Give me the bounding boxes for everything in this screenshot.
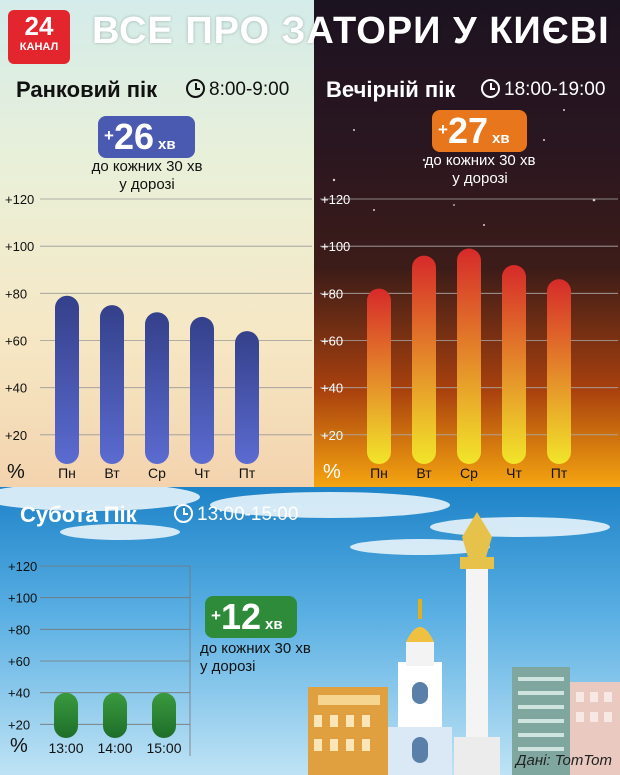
saturday-note-line2: у дорозі xyxy=(200,658,256,675)
morning-y-tick-label: +100 xyxy=(5,239,34,254)
evening-bar xyxy=(502,265,526,464)
saturday-bar xyxy=(152,692,176,738)
evening-y-axis-label: % xyxy=(323,461,341,483)
morning-bar xyxy=(235,331,259,464)
saturday-y-tick-label: +80 xyxy=(8,622,30,637)
morning-bar xyxy=(100,305,124,464)
morning-y-tick-label: +40 xyxy=(5,381,27,396)
saturday-badge: +12 хв xyxy=(205,596,297,638)
morning-badge: +26 хв xyxy=(98,116,195,158)
evening-x-tick-label: Чт xyxy=(506,465,522,481)
evening-bar xyxy=(547,279,571,464)
saturday-y-axis-label: % xyxy=(10,735,28,757)
morning-x-tick-label: Пн xyxy=(58,465,76,481)
morning-note-line1: до кожних 30 хв xyxy=(91,158,203,175)
saturday-bar xyxy=(103,692,127,738)
morning-bar xyxy=(55,295,79,464)
evening-y-tick-label: +100 xyxy=(321,239,350,254)
morning-y-tick-label: +80 xyxy=(5,286,27,301)
morning-note: до кожних 30 хв у дорозі xyxy=(82,158,212,194)
evening-y-tick-label: +20 xyxy=(321,428,343,443)
evening-x-tick-label: Пт xyxy=(551,465,568,481)
saturday-y-tick-label: +20 xyxy=(8,717,30,732)
morning-x-tick-label: Пт xyxy=(239,465,256,481)
evening-note-line2: у дорозі xyxy=(452,170,508,187)
saturday-badge-value: 12 xyxy=(220,596,261,637)
logo: 24 КАНАЛ xyxy=(8,10,70,64)
page-title: ВСЕ ПРО ЗАТОРИ У КИЄВІ xyxy=(92,10,610,52)
morning-x-tick-label: Чт xyxy=(194,465,210,481)
morning-y-tick-label: +60 xyxy=(5,334,27,349)
morning-y-axis-label: % xyxy=(7,461,25,483)
evening-x-tick-label: Ср xyxy=(460,465,478,481)
evening-time-text: 18:00-19:00 xyxy=(504,79,606,100)
morning-y-tick-label: +20 xyxy=(5,428,27,443)
saturday-time: 13:00-15:00 xyxy=(174,504,298,526)
morning-y-tick-label: +120 xyxy=(5,192,34,207)
morning-label: Ранковий пік xyxy=(16,77,158,102)
morning-bar xyxy=(190,316,214,464)
evening-bar xyxy=(412,255,436,464)
saturday-x-tick-label: 14:00 xyxy=(97,740,132,756)
evening-y-tick-label: +80 xyxy=(321,286,343,301)
evening-badge-value: 27 xyxy=(447,110,488,151)
evening-badge-plus: + xyxy=(438,120,448,139)
logo-text: КАНАЛ xyxy=(19,41,59,53)
logo-number: 24 xyxy=(24,11,54,41)
clock-icon xyxy=(481,79,500,98)
morning-x-tick-label: Вт xyxy=(104,465,120,481)
saturday-bar xyxy=(54,692,78,738)
evening-y-tick-label: +60 xyxy=(321,334,343,349)
saturday-y-tick-label: +40 xyxy=(8,686,30,701)
saturday-time-text: 13:00-15:00 xyxy=(197,504,299,525)
saturday-label: Субота Пік xyxy=(20,502,137,527)
saturday-note-line1: до кожних 30 хв xyxy=(200,640,311,657)
morning-badge-value: 26 xyxy=(113,116,154,157)
evening-time: 18:00-19:00 xyxy=(481,79,605,101)
evening-y-tick-label: +40 xyxy=(321,381,343,396)
evening-label: Вечірній пік xyxy=(326,77,456,102)
morning-bar xyxy=(145,312,169,464)
evening-x-tick-label: Вт xyxy=(416,465,432,481)
saturday-x-tick-label: 15:00 xyxy=(146,740,181,756)
clock-icon xyxy=(174,504,193,523)
saturday-x-tick-label: 13:00 xyxy=(48,740,83,756)
evening-bar xyxy=(457,248,481,464)
data-source: Дані: TomTom xyxy=(515,752,612,769)
evening-bar xyxy=(367,288,391,464)
morning-x-tick-label: Ср xyxy=(148,465,166,481)
morning-badge-plus: + xyxy=(104,126,114,145)
morning-note-line2: у дорозі xyxy=(119,176,175,193)
morning-badge-unit: хв xyxy=(157,136,176,153)
morning-time: 8:00-9:00 xyxy=(186,79,289,101)
evening-badge-unit: хв xyxy=(491,130,510,147)
saturday-note: до кожних 30 хв у дорозі xyxy=(200,640,330,676)
saturday-badge-unit: хв xyxy=(264,616,283,633)
saturday-badge-plus: + xyxy=(211,606,221,625)
evening-x-tick-label: Пн xyxy=(370,465,388,481)
evening-y-tick-label: +120 xyxy=(321,192,350,207)
saturday-y-tick-label: +120 xyxy=(8,559,37,574)
evening-badge: +27 хв xyxy=(432,110,527,152)
stars-decoration xyxy=(332,109,596,226)
header: 24 КАНАЛ ВСЕ ПРО ЗАТОРИ У КИЄВІ xyxy=(0,0,620,70)
saturday-y-tick-label: +60 xyxy=(8,654,30,669)
evening-note-line1: до кожних 30 хв xyxy=(424,152,536,169)
saturday-y-tick-label: +100 xyxy=(8,591,37,606)
kyiv-skyline-illustration xyxy=(0,487,620,775)
evening-note: до кожних 30 хв у дорозі xyxy=(415,152,545,188)
clock-icon xyxy=(186,79,205,98)
morning-time-text: 8:00-9:00 xyxy=(209,79,290,100)
